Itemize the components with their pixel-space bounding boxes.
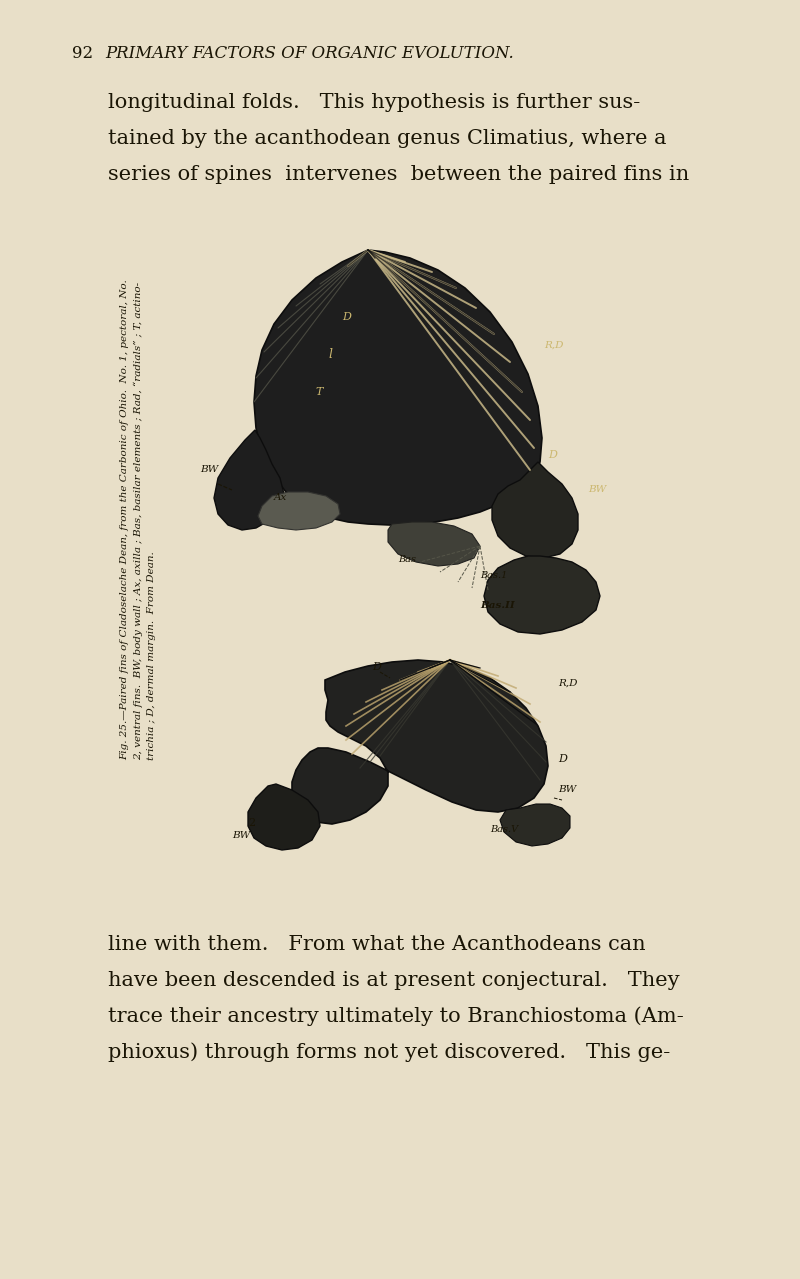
Text: T: T	[315, 388, 322, 396]
Polygon shape	[248, 784, 320, 851]
Polygon shape	[484, 556, 600, 634]
Text: series of spines  intervenes  between the paired fins in: series of spines intervenes between the …	[108, 165, 690, 184]
Polygon shape	[258, 492, 340, 530]
Polygon shape	[214, 430, 284, 530]
Text: Ax: Ax	[274, 492, 287, 501]
Text: tained by the acanthodean genus Climatius, where a: tained by the acanthodean genus Climatiu…	[108, 129, 666, 148]
Text: Bas.II: Bas.II	[480, 601, 514, 610]
Text: trace their ancestry ultimately to Branchiostoma (Am-: trace their ancestry ultimately to Branc…	[108, 1007, 684, 1026]
Text: R,D: R,D	[558, 679, 578, 688]
Text: BW: BW	[588, 485, 606, 494]
Text: phioxus) through forms not yet discovered.   This ge-: phioxus) through forms not yet discovere…	[108, 1042, 670, 1062]
Text: BW: BW	[558, 785, 576, 794]
Text: Bas: Bas	[398, 555, 416, 564]
Text: BW: BW	[232, 831, 250, 840]
Text: D: D	[372, 663, 381, 671]
Text: PRIMARY FACTORS OF ORGANIC EVOLUTION.: PRIMARY FACTORS OF ORGANIC EVOLUTION.	[105, 45, 514, 61]
Polygon shape	[500, 804, 570, 845]
Text: line with them.   From what the Acanthodeans can: line with them. From what the Acanthodea…	[108, 935, 646, 954]
Text: Fig. 25.—Paired fins of Cladoselache Dean, from the Carbonic of Ohio.  No. 1, pe: Fig. 25.—Paired fins of Cladoselache Dea…	[120, 280, 156, 761]
Polygon shape	[388, 522, 480, 567]
Text: 92: 92	[72, 45, 93, 61]
Text: R,D: R,D	[544, 341, 563, 350]
Text: D: D	[558, 755, 567, 764]
Polygon shape	[292, 660, 548, 824]
Text: Bas.V: Bas.V	[490, 825, 518, 834]
Text: longitudinal folds.   This hypothesis is further sus-: longitudinal folds. This hypothesis is f…	[108, 93, 640, 113]
Text: Bas.1: Bas.1	[480, 570, 507, 579]
Polygon shape	[492, 462, 578, 558]
Text: 2: 2	[248, 819, 255, 828]
Text: BW: BW	[200, 466, 218, 475]
Text: D: D	[548, 450, 557, 460]
Text: have been descended is at present conjectural.   They: have been descended is at present conjec…	[108, 971, 680, 990]
Text: l: l	[328, 348, 332, 361]
Polygon shape	[254, 249, 542, 524]
Text: D: D	[342, 312, 351, 322]
